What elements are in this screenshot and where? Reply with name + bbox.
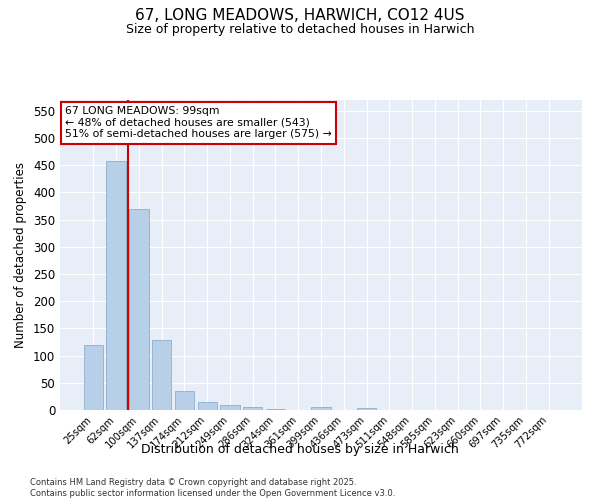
Text: Distribution of detached houses by size in Harwich: Distribution of detached houses by size … bbox=[141, 442, 459, 456]
Text: Size of property relative to detached houses in Harwich: Size of property relative to detached ho… bbox=[126, 22, 474, 36]
Bar bbox=[152, 340, 172, 410]
Bar bbox=[311, 408, 331, 410]
Bar bbox=[129, 209, 149, 410]
Bar bbox=[220, 405, 239, 410]
Bar bbox=[266, 409, 285, 410]
Y-axis label: Number of detached properties: Number of detached properties bbox=[14, 162, 28, 348]
Text: Contains HM Land Registry data © Crown copyright and database right 2025.
Contai: Contains HM Land Registry data © Crown c… bbox=[30, 478, 395, 498]
Bar bbox=[197, 402, 217, 410]
Text: 67 LONG MEADOWS: 99sqm
← 48% of detached houses are smaller (543)
51% of semi-de: 67 LONG MEADOWS: 99sqm ← 48% of detached… bbox=[65, 106, 332, 140]
Text: 67, LONG MEADOWS, HARWICH, CO12 4US: 67, LONG MEADOWS, HARWICH, CO12 4US bbox=[135, 8, 465, 22]
Bar bbox=[106, 162, 126, 410]
Bar bbox=[357, 408, 376, 410]
Bar bbox=[84, 344, 103, 410]
Bar bbox=[243, 406, 262, 410]
Bar bbox=[175, 391, 194, 410]
